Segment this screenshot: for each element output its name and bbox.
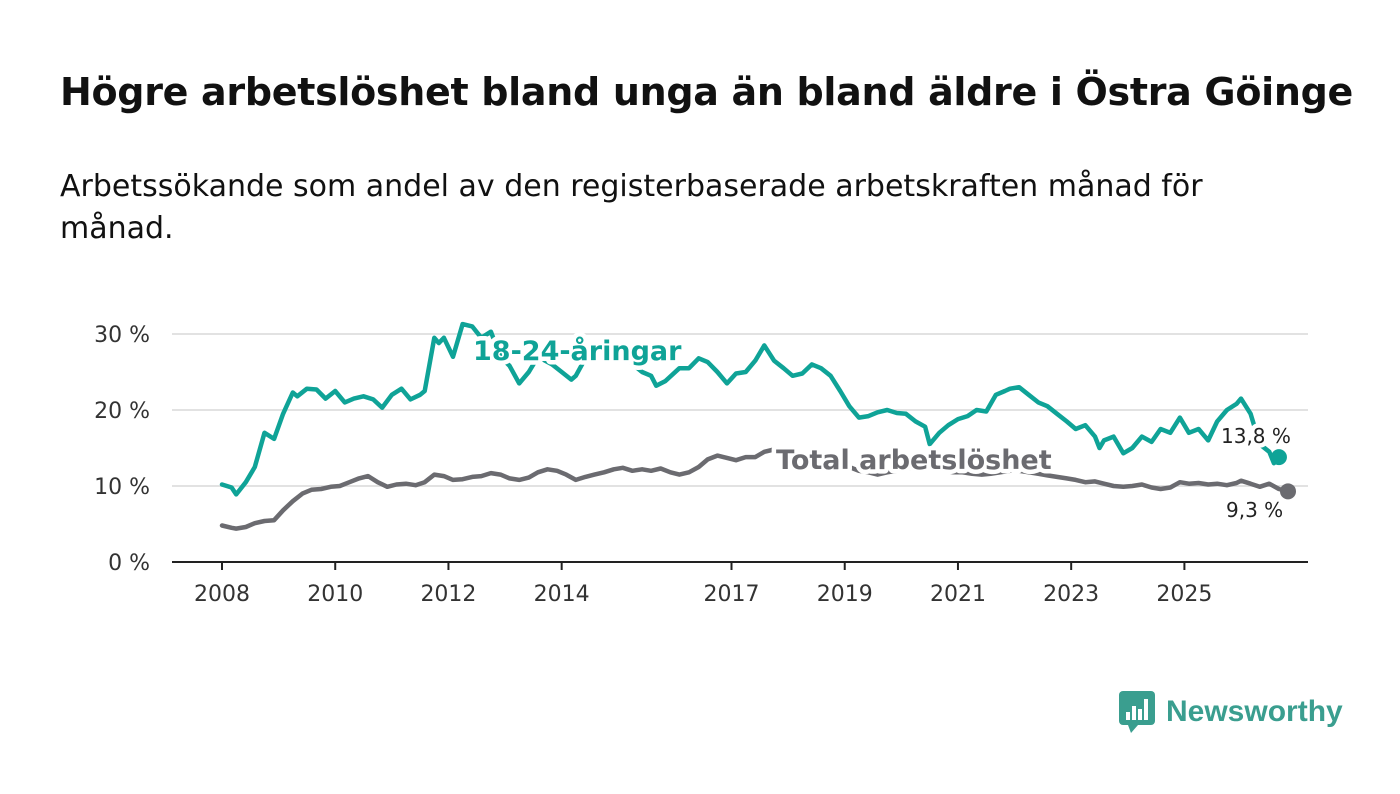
end-value-label-total: 9,3 % (1226, 498, 1283, 522)
x-tick-label: 2023 (1043, 582, 1099, 607)
series-labels: 18-24-åringar Total arbetslöshet 13,8 % 9,3… (469, 331, 1296, 527)
y-tick-label: 10 % (94, 475, 150, 500)
chart-title: Högre arbetslöshet bland unga än bland ä… (60, 70, 1353, 114)
grid-lines (172, 333, 1308, 487)
newsworthy-logo[interactable]: Newsworthy (1118, 690, 1343, 734)
x-tick-label: 2014 (534, 582, 590, 607)
series-lines (219, 321, 1297, 531)
x-tick-label: 2010 (307, 582, 363, 607)
series-line-total (219, 447, 1291, 531)
series-end-point (1270, 449, 1287, 466)
y-tick-label: 30 % (94, 323, 150, 348)
newsworthy-logo-icon (1119, 691, 1155, 733)
series-label-youth: 18-24-åringar (473, 335, 682, 367)
x-tick-label: 2017 (704, 582, 760, 607)
end-value-label-youth: 13,8 % (1221, 424, 1291, 448)
series-line-youth (219, 321, 1282, 497)
x-tick-label: 2025 (1156, 582, 1212, 607)
chart-subtitle: Arbetssökande som andel av den registerb… (60, 169, 1203, 246)
axes: 0 % 10 % 20 % 30 % 2008 2010 2012 2014 2017 2019 2… (94, 323, 1308, 607)
series-label-total: Total arbetslöshet (776, 445, 1052, 476)
x-tick-label: 2021 (930, 582, 986, 607)
x-tick-label: 2012 (420, 582, 476, 607)
y-tick-label: 0 % (108, 551, 150, 576)
x-tick-label: 2008 (194, 582, 250, 607)
y-tick-label: 20 % (94, 399, 150, 424)
brand-name: Newsworthy (1166, 695, 1343, 728)
x-tick-label: 2019 (817, 582, 873, 607)
series-end-point (1280, 483, 1297, 500)
